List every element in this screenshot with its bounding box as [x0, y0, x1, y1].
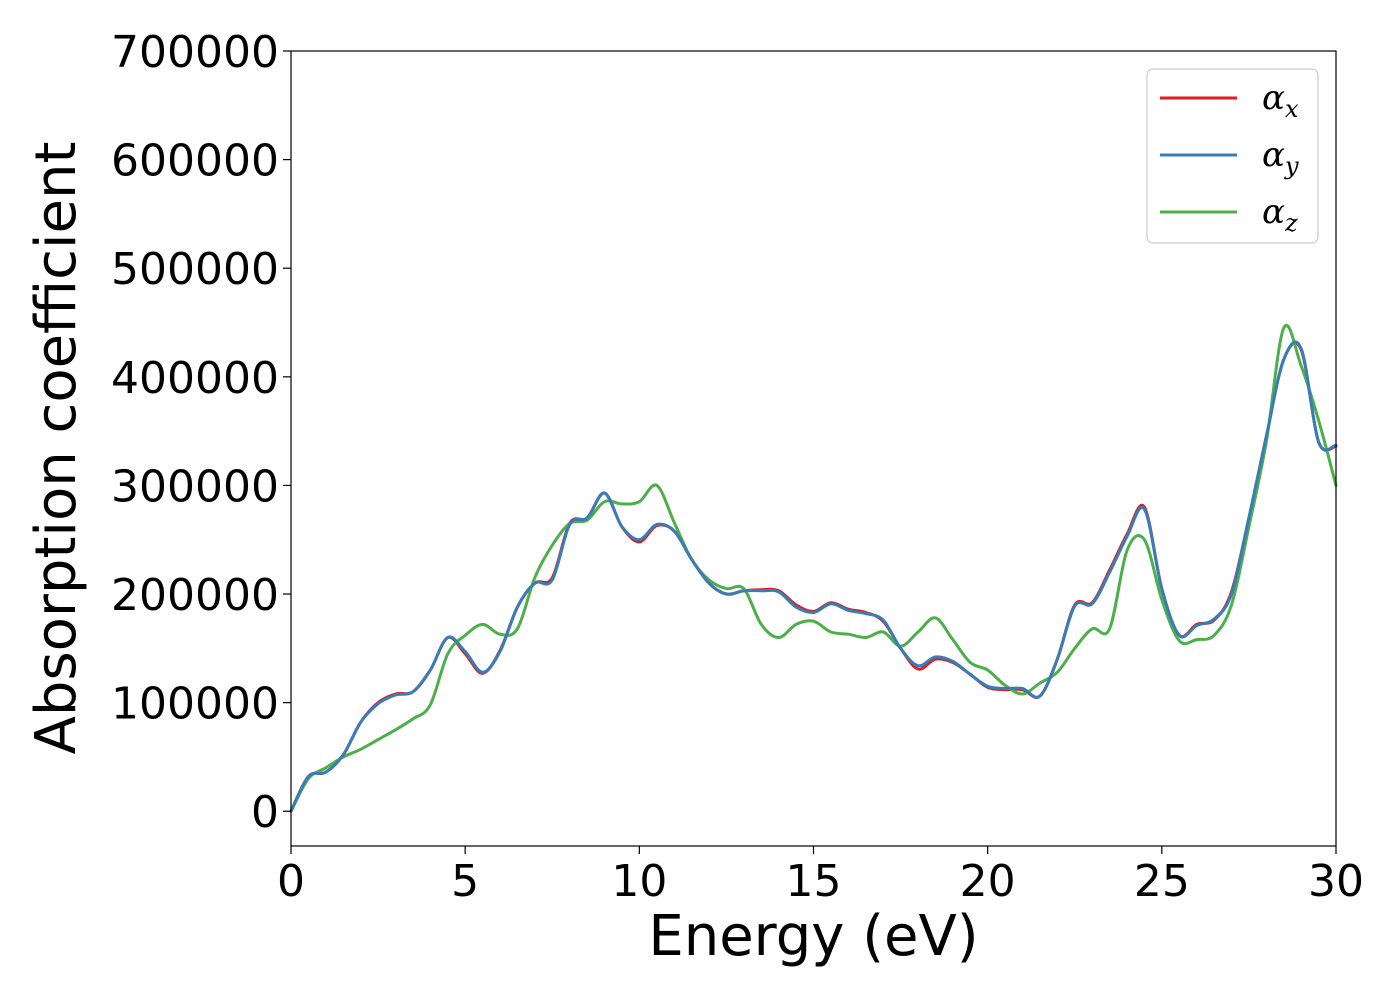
legend-subscript: y: [1284, 152, 1299, 180]
x-tick-label: 5: [451, 856, 479, 907]
legend-subscript: z: [1284, 209, 1298, 237]
series-line-alpha-y: [289, 340, 1338, 813]
legend-symbol: α: [1262, 135, 1285, 175]
series-line-alpha-z: [289, 323, 1338, 813]
x-tick-label: 0: [277, 856, 305, 907]
y-tick-label: 200000: [111, 570, 279, 621]
x-axis: 0 5 10 15 20 25 30: [277, 846, 1364, 907]
y-axis: 0 100000 200000 300000 400000 500000 600000 700…: [111, 27, 291, 838]
y-tick-label: 400000: [111, 353, 279, 404]
y-tick-label: 0: [251, 787, 279, 838]
y-axis-title: Absorption coefficient: [24, 142, 89, 755]
x-tick-label: 25: [1134, 856, 1190, 907]
y-tick-label: 100000: [111, 679, 279, 730]
y-tick-label: 700000: [111, 27, 279, 78]
legend-label-alpha-x: αx: [1262, 78, 1299, 123]
legend-label-alpha-z: αz: [1262, 192, 1298, 237]
legend-subscript: x: [1285, 95, 1299, 123]
x-tick-label: 30: [1308, 856, 1364, 907]
y-tick-label: 500000: [111, 244, 279, 295]
series-layer: [289, 323, 1338, 813]
x-tick-label: 10: [611, 856, 667, 907]
x-axis-title: Energy (eV): [648, 904, 978, 969]
x-tick-label: 20: [960, 856, 1016, 907]
y-tick-label: 300000: [111, 461, 279, 512]
legend-symbol: α: [1262, 192, 1285, 232]
legend-label-alpha-y: αy: [1262, 135, 1299, 180]
y-tick-label: 600000: [111, 136, 279, 187]
legend-symbol: α: [1262, 78, 1285, 118]
x-tick-label: 15: [786, 856, 842, 907]
